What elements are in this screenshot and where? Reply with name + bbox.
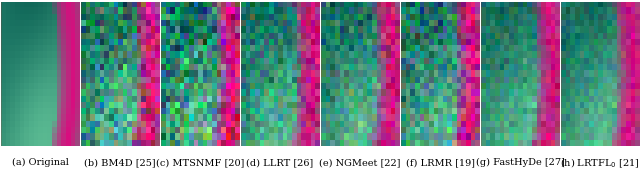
Text: (h) LRTFL$_0$ [21]: (h) LRTFL$_0$ [21] [560, 156, 640, 170]
Text: (d) LLRT [26]: (d) LLRT [26] [246, 158, 314, 167]
Text: (b) BM4D [25]: (b) BM4D [25] [84, 158, 156, 167]
Text: (f) LRMR [19]: (f) LRMR [19] [406, 158, 474, 167]
Text: (a) Original: (a) Original [12, 158, 68, 167]
Text: (g) FastHyDe [27]: (g) FastHyDe [27] [476, 158, 564, 167]
Text: (c) MTSNMF [20]: (c) MTSNMF [20] [156, 158, 244, 167]
Text: (e) NGMeet [22]: (e) NGMeet [22] [319, 158, 401, 167]
